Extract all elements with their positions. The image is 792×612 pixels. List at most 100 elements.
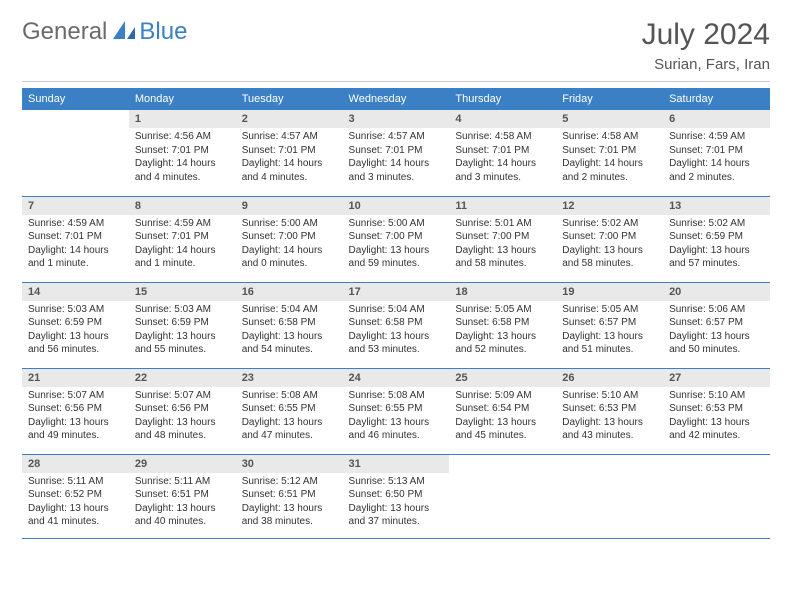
day-details: Sunrise: 5:11 AMSunset: 6:52 PMDaylight:… [22, 473, 129, 533]
daylight-text: Daylight: 13 hours and 47 minutes. [242, 416, 337, 443]
day-number: 1 [129, 110, 236, 128]
sunrise-text: Sunrise: 5:02 AM [669, 217, 764, 231]
calendar-day-cell: 28Sunrise: 5:11 AMSunset: 6:52 PMDayligh… [22, 454, 129, 538]
sunset-text: Sunset: 6:58 PM [455, 316, 550, 330]
sunset-text: Sunset: 6:53 PM [669, 402, 764, 416]
day-number: 19 [556, 283, 663, 301]
sunrise-text: Sunrise: 5:07 AM [135, 389, 230, 403]
daylight-text: Daylight: 13 hours and 57 minutes. [669, 244, 764, 271]
day-details: Sunrise: 5:01 AMSunset: 7:00 PMDaylight:… [449, 215, 556, 275]
daylight-text: Daylight: 13 hours and 51 minutes. [562, 330, 657, 357]
calendar-day-cell: 10Sunrise: 5:00 AMSunset: 7:00 PMDayligh… [343, 196, 450, 282]
sunrise-text: Sunrise: 5:11 AM [28, 475, 123, 489]
calendar-day-cell: 3Sunrise: 4:57 AMSunset: 7:01 PMDaylight… [343, 110, 450, 196]
calendar-day-cell: 7Sunrise: 4:59 AMSunset: 7:01 PMDaylight… [22, 196, 129, 282]
calendar-day-cell: 31Sunrise: 5:13 AMSunset: 6:50 PMDayligh… [343, 454, 450, 538]
day-number: 22 [129, 369, 236, 387]
day-number: 11 [449, 197, 556, 215]
sunset-text: Sunset: 6:51 PM [242, 488, 337, 502]
calendar-day-cell: 15Sunrise: 5:03 AMSunset: 6:59 PMDayligh… [129, 282, 236, 368]
sunset-text: Sunset: 6:52 PM [28, 488, 123, 502]
sunset-text: Sunset: 7:00 PM [455, 230, 550, 244]
sunrise-text: Sunrise: 5:06 AM [669, 303, 764, 317]
sunset-text: Sunset: 7:01 PM [455, 144, 550, 158]
sunset-text: Sunset: 6:53 PM [562, 402, 657, 416]
sunset-text: Sunset: 7:00 PM [242, 230, 337, 244]
daylight-text: Daylight: 14 hours and 2 minutes. [562, 157, 657, 184]
weekday-header: Tuesday [236, 88, 343, 110]
calendar-day-cell: 30Sunrise: 5:12 AMSunset: 6:51 PMDayligh… [236, 454, 343, 538]
daylight-text: Daylight: 14 hours and 4 minutes. [135, 157, 230, 184]
calendar-week-row: 28Sunrise: 5:11 AMSunset: 6:52 PMDayligh… [22, 454, 770, 538]
sunset-text: Sunset: 6:57 PM [562, 316, 657, 330]
day-details: Sunrise: 5:09 AMSunset: 6:54 PMDaylight:… [449, 387, 556, 447]
sunrise-text: Sunrise: 5:13 AM [349, 475, 444, 489]
calendar-day-cell: 19Sunrise: 5:05 AMSunset: 6:57 PMDayligh… [556, 282, 663, 368]
daylight-text: Daylight: 13 hours and 53 minutes. [349, 330, 444, 357]
sunrise-text: Sunrise: 5:03 AM [28, 303, 123, 317]
calendar-day-cell: 21Sunrise: 5:07 AMSunset: 6:56 PMDayligh… [22, 368, 129, 454]
sunset-text: Sunset: 6:56 PM [28, 402, 123, 416]
calendar-day-cell: 6Sunrise: 4:59 AMSunset: 7:01 PMDaylight… [663, 110, 770, 196]
calendar-day-cell: 4Sunrise: 4:58 AMSunset: 7:01 PMDaylight… [449, 110, 556, 196]
day-details: Sunrise: 4:59 AMSunset: 7:01 PMDaylight:… [22, 215, 129, 275]
calendar-day-cell: 13Sunrise: 5:02 AMSunset: 6:59 PMDayligh… [663, 196, 770, 282]
calendar-day-cell: 11Sunrise: 5:01 AMSunset: 7:00 PMDayligh… [449, 196, 556, 282]
calendar-body: 1Sunrise: 4:56 AMSunset: 7:01 PMDaylight… [22, 110, 770, 538]
calendar-day-cell: 18Sunrise: 5:05 AMSunset: 6:58 PMDayligh… [449, 282, 556, 368]
day-details: Sunrise: 5:04 AMSunset: 6:58 PMDaylight:… [236, 301, 343, 361]
day-details: Sunrise: 4:59 AMSunset: 7:01 PMDaylight:… [129, 215, 236, 275]
calendar-day-cell: 25Sunrise: 5:09 AMSunset: 6:54 PMDayligh… [449, 368, 556, 454]
day-number: 24 [343, 369, 450, 387]
daylight-text: Daylight: 13 hours and 52 minutes. [455, 330, 550, 357]
day-number: 10 [343, 197, 450, 215]
calendar-day-cell: 29Sunrise: 5:11 AMSunset: 6:51 PMDayligh… [129, 454, 236, 538]
logo-text-blue: Blue [139, 18, 187, 46]
sunset-text: Sunset: 6:57 PM [669, 316, 764, 330]
logo: General Blue [22, 18, 187, 46]
day-number: 7 [22, 197, 129, 215]
day-details: Sunrise: 4:56 AMSunset: 7:01 PMDaylight:… [129, 128, 236, 188]
day-details: Sunrise: 5:13 AMSunset: 6:50 PMDaylight:… [343, 473, 450, 533]
weekday-header: Sunday [22, 88, 129, 110]
sunset-text: Sunset: 6:58 PM [349, 316, 444, 330]
sunset-text: Sunset: 6:55 PM [349, 402, 444, 416]
daylight-text: Daylight: 14 hours and 2 minutes. [669, 157, 764, 184]
daylight-text: Daylight: 13 hours and 49 minutes. [28, 416, 123, 443]
day-details: Sunrise: 5:00 AMSunset: 7:00 PMDaylight:… [343, 215, 450, 275]
day-number: 15 [129, 283, 236, 301]
sunrise-text: Sunrise: 5:04 AM [349, 303, 444, 317]
calendar-table: Sunday Monday Tuesday Wednesday Thursday… [22, 88, 770, 539]
day-number: 4 [449, 110, 556, 128]
sunrise-text: Sunrise: 5:02 AM [562, 217, 657, 231]
daylight-text: Daylight: 14 hours and 3 minutes. [455, 157, 550, 184]
day-details: Sunrise: 5:10 AMSunset: 6:53 PMDaylight:… [663, 387, 770, 447]
day-number: 12 [556, 197, 663, 215]
sunset-text: Sunset: 6:51 PM [135, 488, 230, 502]
day-number: 27 [663, 369, 770, 387]
calendar-day-cell: 20Sunrise: 5:06 AMSunset: 6:57 PMDayligh… [663, 282, 770, 368]
day-number: 18 [449, 283, 556, 301]
calendar-week-row: 1Sunrise: 4:56 AMSunset: 7:01 PMDaylight… [22, 110, 770, 196]
sunset-text: Sunset: 6:54 PM [455, 402, 550, 416]
header: General Blue July 2024 Surian, Fars, Ira… [22, 18, 770, 73]
sunset-text: Sunset: 7:01 PM [349, 144, 444, 158]
daylight-text: Daylight: 13 hours and 45 minutes. [455, 416, 550, 443]
day-details: Sunrise: 4:58 AMSunset: 7:01 PMDaylight:… [556, 128, 663, 188]
day-details: Sunrise: 5:02 AMSunset: 7:00 PMDaylight:… [556, 215, 663, 275]
calendar-empty-cell [449, 454, 556, 538]
sunrise-text: Sunrise: 4:57 AM [349, 130, 444, 144]
sunrise-text: Sunrise: 5:11 AM [135, 475, 230, 489]
day-number: 31 [343, 455, 450, 473]
month-title: July 2024 [642, 18, 770, 52]
day-details: Sunrise: 5:02 AMSunset: 6:59 PMDaylight:… [663, 215, 770, 275]
title-block: July 2024 Surian, Fars, Iran [642, 18, 770, 73]
day-details: Sunrise: 5:08 AMSunset: 6:55 PMDaylight:… [236, 387, 343, 447]
day-number: 26 [556, 369, 663, 387]
weekday-header: Thursday [449, 88, 556, 110]
sunset-text: Sunset: 6:59 PM [135, 316, 230, 330]
calendar-day-cell: 16Sunrise: 5:04 AMSunset: 6:58 PMDayligh… [236, 282, 343, 368]
daylight-text: Daylight: 13 hours and 54 minutes. [242, 330, 337, 357]
day-details: Sunrise: 5:08 AMSunset: 6:55 PMDaylight:… [343, 387, 450, 447]
daylight-text: Daylight: 13 hours and 55 minutes. [135, 330, 230, 357]
